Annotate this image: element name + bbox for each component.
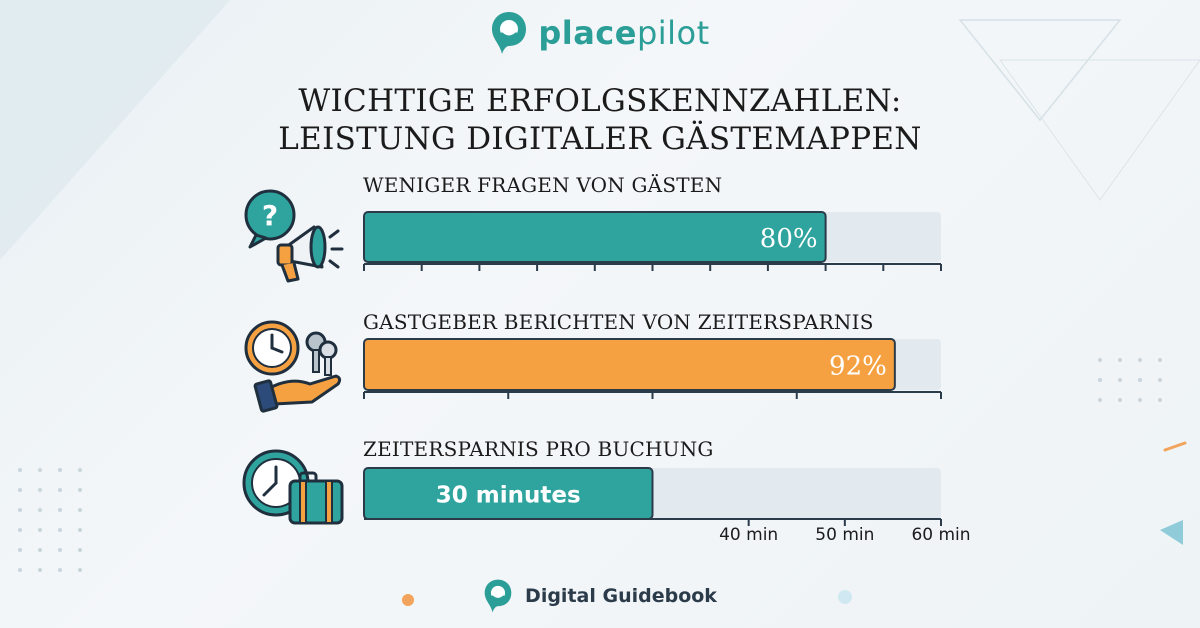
bar-value-label-2: 30 minutes	[436, 483, 581, 509]
bar-label-time-per-booking: ZEITERSPARNIS PRO BUCHUNG	[363, 437, 714, 461]
svg-text:?: ?	[262, 199, 278, 232]
question-megaphone-icon: ?	[244, 189, 344, 283]
bar-0	[363, 211, 827, 263]
placepilot-logo-icon	[492, 12, 527, 54]
footer: Digital Guidebook	[0, 578, 1200, 614]
bar-1	[363, 338, 896, 391]
clock-suitcase-icon	[242, 449, 344, 525]
time-tick-label-2: 60 min	[911, 525, 970, 545]
clock-keys-hand-icon	[244, 320, 342, 413]
time-tick-label-0: 40 min	[719, 525, 778, 545]
brand-header: placepilot	[0, 10, 1200, 56]
bar-label-guest-questions: WENIGER FRAGEN VON GÄSTEN	[363, 173, 723, 197]
title-line-2: LEISTUNG DIGITALER GÄSTEMAPPEN	[278, 121, 922, 157]
footer-label: Digital Guidebook	[525, 585, 717, 607]
bar-value-label-1: 92%	[829, 352, 887, 382]
brand-name-part2: pilot	[636, 14, 710, 52]
brand-name: placepilot	[538, 14, 709, 52]
page-title: WICHTIGE ERFOLGSKENNZAHLEN: LEISTUNG DIG…	[0, 82, 1200, 158]
title-line-1: WICHTIGE ERFOLGSKENNZAHLEN:	[298, 83, 902, 119]
brand-name-part1: place	[538, 14, 637, 52]
digital-guidebook-logo-icon	[484, 579, 512, 613]
bar-value-label-0: 80%	[760, 224, 818, 254]
time-tick-label-1: 50 min	[815, 525, 874, 545]
bar-label-host-time-savings: GASTGEBER BERICHTEN VON ZEITERSPARNIS	[363, 310, 874, 334]
